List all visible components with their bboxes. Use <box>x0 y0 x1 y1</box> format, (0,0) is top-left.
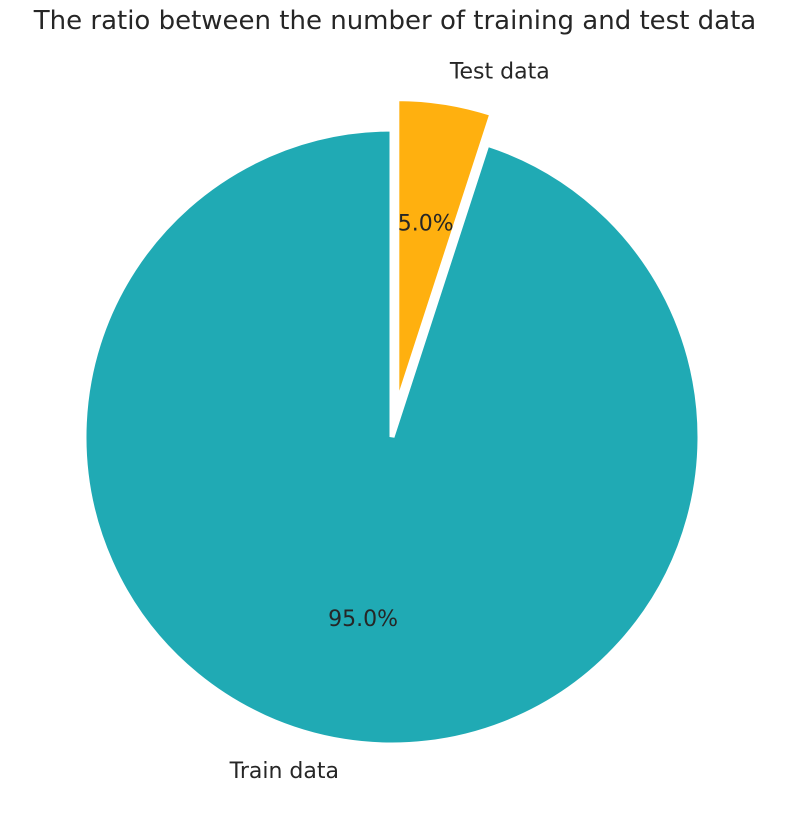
slice-label-test-data: Test data <box>449 59 550 84</box>
pie-labels: Test data 5.0% Train data 95.0% <box>229 59 550 784</box>
slice-pct-test-data: 5.0% <box>398 212 454 237</box>
slice-label-train-data: Train data <box>229 759 339 784</box>
chart-title: The ratio between the number of training… <box>33 6 757 36</box>
pie-slices <box>81 96 703 748</box>
pie-slice-train-data <box>81 126 703 748</box>
pie-slice-test-data <box>394 96 496 408</box>
slice-pct-train-data: 95.0% <box>328 607 398 632</box>
